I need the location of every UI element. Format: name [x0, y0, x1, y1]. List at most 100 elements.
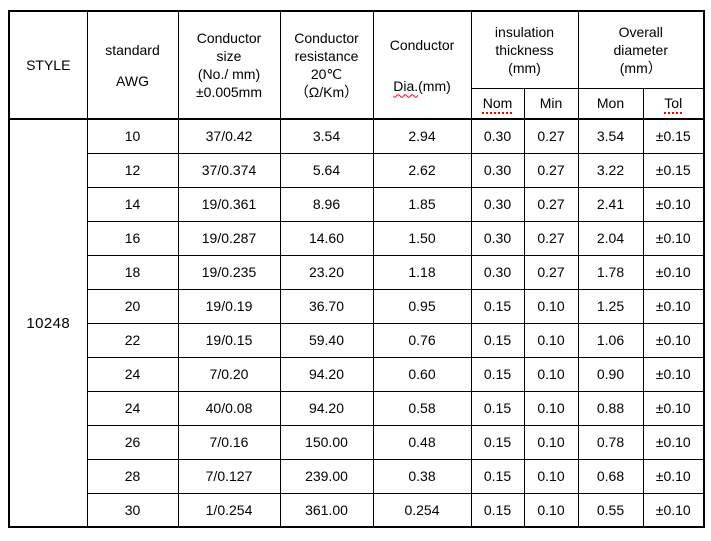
table-row: 14 19/0.361 8.96 1.85 0.30 0.27 2.41 ±0.10	[9, 186, 705, 222]
cell-nom: 0.15	[470, 492, 525, 528]
cell-resistance: 59.40	[279, 322, 374, 358]
size-header-line: size	[216, 48, 242, 64]
header-row-sub: Nom Min Mon Tol	[9, 87, 705, 120]
cell-min: 0.27	[523, 186, 579, 222]
cell-nom: 0.15	[470, 356, 525, 392]
insulation-header-line: thickness	[495, 41, 554, 58]
cell-min: 0.10	[523, 356, 579, 392]
cell-dia: 0.60	[372, 356, 472, 392]
cell-dia: 0.58	[372, 390, 472, 426]
cell-resistance: 8.96	[279, 186, 374, 222]
cell-awg: 18	[86, 254, 179, 290]
cell-tol: ±0.10	[642, 322, 705, 358]
size-header-line: (No./ mm)	[197, 66, 261, 82]
resistance-header-line: （Ω/Km）	[294, 84, 359, 100]
cell-nom: 0.15	[470, 458, 525, 494]
cell-size: 7/0.16	[177, 424, 281, 460]
cell-size: 19/0.19	[177, 288, 281, 324]
cell-dia: 2.94	[372, 118, 472, 154]
table-row: 28 7/0.127 239.00 0.38 0.15 0.10 0.68 ±0.10	[9, 458, 705, 494]
cell-tol: ±0.10	[642, 220, 705, 256]
cell-tol: ±0.10	[642, 254, 705, 290]
cell-awg: 20	[86, 288, 179, 324]
cell-dia: 0.48	[372, 424, 472, 460]
cell-size: 19/0.287	[177, 220, 281, 256]
cell-size: 7/0.127	[177, 458, 281, 494]
cell-awg: 26	[86, 424, 179, 460]
cell-mon: 3.22	[577, 152, 644, 188]
cell-min: 0.10	[523, 390, 579, 426]
resistance-header-line: resistance	[294, 48, 359, 64]
size-header-line: Conductor	[196, 30, 262, 46]
cell-nom: 0.15	[470, 390, 525, 426]
header-row-main: STYLE standard AWG Conductor size (No./ …	[8, 10, 705, 120]
dia-word-spellcheck: Dia.	[393, 77, 419, 94]
cell-min: 0.27	[523, 254, 579, 290]
cell-nom: 0.30	[470, 152, 525, 188]
cell-nom: 0.15	[470, 288, 525, 324]
cell-nom: 0.30	[470, 186, 525, 222]
cell-size: 19/0.15	[177, 322, 281, 358]
cell-min: 0.10	[523, 492, 579, 528]
cell-awg: 30	[86, 492, 179, 528]
cell-size: 37/0.42	[177, 118, 281, 154]
table-row: 12 37/0.374 5.64 2.62 0.30 0.27 3.22 ±0.15	[9, 152, 705, 188]
cell-mon: 1.25	[577, 288, 644, 324]
col-header-style: STYLE	[8, 10, 88, 120]
cell-tol: ±0.10	[642, 424, 705, 460]
cell-tol: ±0.10	[642, 458, 705, 494]
cell-tol: ±0.10	[642, 356, 705, 392]
cell-resistance: 23.20	[279, 254, 374, 290]
cell-tol: ±0.10	[642, 186, 705, 222]
cell-dia: 0.76	[372, 322, 472, 358]
cell-nom: 0.15	[470, 424, 525, 460]
cell-resistance: 239.00	[279, 458, 374, 494]
cell-awg: 22	[86, 322, 179, 358]
cell-resistance: 150.00	[279, 424, 374, 460]
cell-resistance: 14.60	[279, 220, 374, 256]
overall-header-line: (mm）	[619, 59, 662, 76]
cell-min: 0.27	[523, 152, 579, 188]
cell-dia: 1.18	[372, 254, 472, 290]
cell-mon: 2.04	[577, 220, 644, 256]
nom-label-spellcheck: Nom	[482, 95, 513, 112]
cell-mon: 1.78	[577, 254, 644, 290]
table-row: 26 7/0.16 150.00 0.48 0.15 0.10 0.78 ±0.10	[9, 424, 705, 460]
awg-header-line: AWG	[116, 72, 149, 89]
subcol-header-min: Min	[523, 87, 579, 120]
cell-mon: 0.68	[577, 458, 644, 494]
resistance-header-line: Conductor	[294, 30, 359, 46]
cell-mon: 0.78	[577, 424, 644, 460]
cell-size: 37/0.374	[177, 152, 281, 188]
subcol-header-mon: Mon	[577, 87, 644, 120]
overall-header-line: diameter	[613, 41, 668, 58]
cell-size: 19/0.235	[177, 254, 281, 290]
cell-nom: 0.30	[470, 118, 525, 154]
col-header-conductor-dia: Conductor Dia.(mm)	[372, 10, 472, 120]
overall-header-line: Overall	[618, 23, 663, 40]
cell-dia: 1.85	[372, 186, 472, 222]
cell-awg: 24	[86, 390, 179, 426]
cell-tol: ±0.10	[642, 390, 705, 426]
cell-min: 0.27	[523, 220, 579, 256]
insulation-header-line: (mm)	[508, 59, 541, 76]
cell-size: 1/0.254	[177, 492, 281, 528]
insulation-header-line: insulation	[494, 23, 555, 40]
cell-resistance: 94.20	[279, 356, 374, 392]
cell-nom: 0.30	[470, 220, 525, 256]
cell-dia: 0.254	[372, 492, 472, 528]
cell-resistance: 361.00	[279, 492, 374, 528]
cell-dia: 0.38	[372, 458, 472, 494]
cell-awg: 24	[86, 356, 179, 392]
cell-tol: ±0.15	[642, 118, 705, 154]
cell-awg: 10	[86, 118, 179, 154]
cell-mon: 0.88	[577, 390, 644, 426]
cell-size: 40/0.08	[177, 390, 281, 426]
size-header-line: ±0.005mm	[195, 84, 263, 100]
cell-size: 7/0.20	[177, 356, 281, 392]
subcol-header-tol: Tol	[642, 87, 705, 120]
cell-nom: 0.30	[470, 254, 525, 290]
cell-dia: 2.62	[372, 152, 472, 188]
wire-spec-table: STYLE standard AWG Conductor size (No./ …	[8, 10, 705, 528]
table-row: 20 19/0.19 36.70 0.95 0.15 0.10 1.25 ±0.10	[9, 288, 705, 324]
